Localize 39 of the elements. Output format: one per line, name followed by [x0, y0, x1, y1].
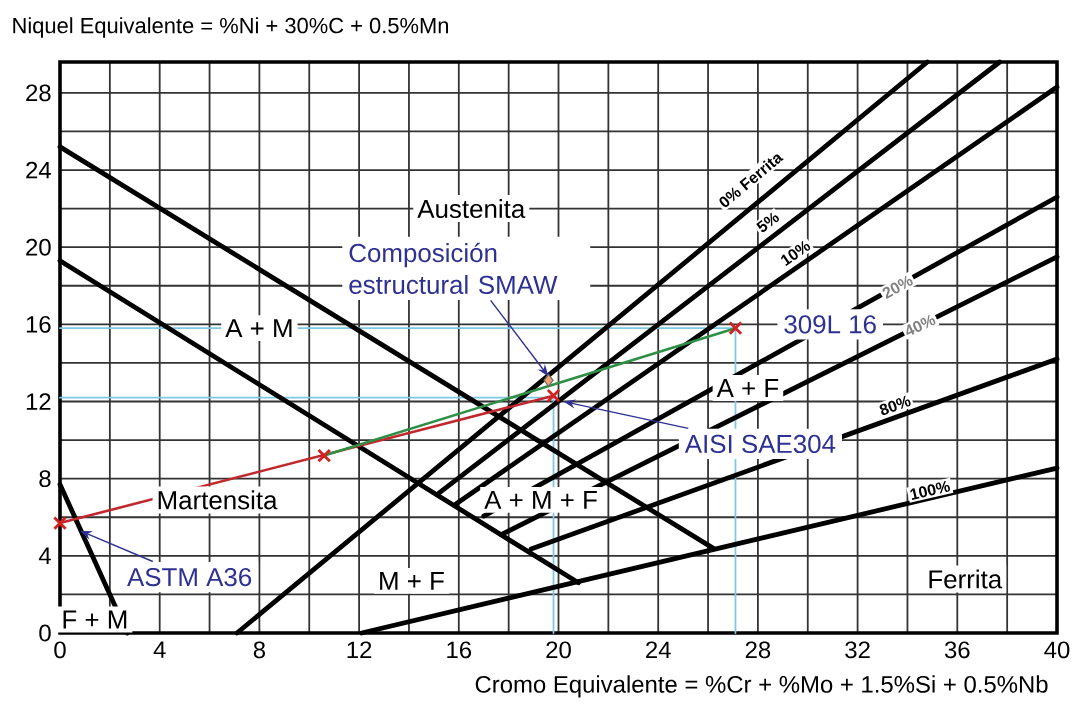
x-tick-label: 40 — [1044, 641, 1070, 659]
y-tick-label: 12 — [26, 393, 51, 410]
x-tick-label: 12 — [347, 641, 372, 659]
x-axis-title: Cromo Equivalente = %Cr + %Mo + 1.5%Si + 0.5%Nb — [475, 675, 1048, 698]
y-tick-label: 0 — [39, 624, 51, 642]
annotation: AISI SAE304 — [684, 434, 836, 454]
annotation: Composición estructural SMAW — [349, 242, 558, 295]
annotation: Martensita — [158, 490, 278, 510]
x-tick-label: 8 — [253, 641, 265, 659]
x-tick-label: 28 — [745, 641, 771, 659]
annotation: 80% — [879, 395, 911, 415]
x-tick-label: 4 — [153, 641, 166, 658]
y-tick-label: 20 — [26, 238, 51, 256]
annotation: 40% — [906, 314, 936, 335]
y-tick-label: 16 — [26, 315, 51, 333]
y-tick-label: 24 — [26, 161, 51, 179]
annotation: ASTM A36 — [127, 567, 252, 587]
annotation: 20% — [882, 275, 913, 299]
x-tick-label: 32 — [845, 641, 870, 659]
annotation: Ferrita — [929, 569, 1003, 589]
annotation: 10% — [781, 240, 811, 267]
x-tick-label: 36 — [944, 641, 970, 659]
annotation: M + F — [380, 572, 444, 590]
annotation: A + F — [716, 379, 779, 397]
annotation: A + M — [225, 319, 292, 338]
x-tick-label: 16 — [447, 641, 472, 659]
y-tick-label: 4 — [38, 547, 51, 565]
y-tick-label: 8 — [39, 470, 51, 488]
annotation: 5% — [756, 212, 779, 232]
annotation: 100% — [910, 480, 950, 500]
annotation: F + M — [63, 610, 127, 629]
y-tick-label: 28 — [26, 84, 51, 102]
annotation: Austenita — [417, 199, 526, 219]
y-axis-title: Niquel Equivalente = %Ni + 30%C + 0.5%Mn — [13, 17, 448, 38]
x-tick-label: 20 — [546, 641, 571, 659]
x-tick-label: 24 — [646, 641, 671, 659]
annotation: 309L 16 — [784, 315, 876, 334]
annotation: A + M + F — [484, 490, 597, 509]
x-tick-label: 0 — [54, 641, 66, 659]
